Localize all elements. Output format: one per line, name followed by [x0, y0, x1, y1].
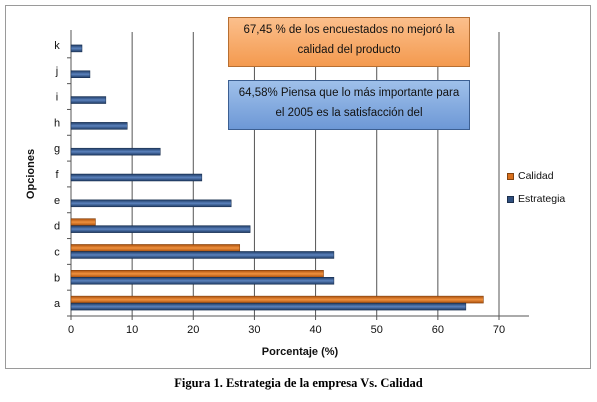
- x-tick-label: 60: [432, 324, 444, 336]
- legend-item-estrategia: Estrategia: [507, 193, 565, 205]
- bar-estrategia-d: [70, 225, 251, 233]
- x-tick-label: 40: [309, 324, 321, 336]
- x-axis-title: Porcentaje (%): [262, 346, 339, 358]
- bar-calidad-a: [70, 295, 484, 304]
- x-tick-label: 70: [493, 324, 505, 336]
- bar-estrategia-g: [70, 147, 161, 156]
- bar-calidad-c: [70, 244, 241, 252]
- legend-label-calidad: Calidad: [518, 170, 554, 182]
- y-tick-label-h: h: [54, 117, 60, 129]
- figure-caption: Figura 1. Estrategia de la empresa Vs. C…: [174, 376, 423, 390]
- bar-calidad-b: [70, 270, 324, 278]
- annotation-estrategia: 64,58% Piensa que lo más importante para…: [228, 80, 470, 130]
- bar-estrategia-b: [70, 277, 335, 285]
- bar-estrategia-e: [70, 199, 232, 208]
- y-axis-title: Opciones: [25, 149, 37, 199]
- bar-estrategia-f: [70, 173, 203, 182]
- y-tick-label-j: j: [55, 66, 58, 78]
- bar-estrategia-i: [70, 96, 107, 104]
- legend-item-calidad: Calidad: [507, 170, 554, 182]
- bar-estrategia-a: [70, 302, 467, 311]
- x-tick-label: 0: [68, 324, 74, 336]
- y-tick-label-b: b: [54, 272, 60, 284]
- y-tick-label-g: g: [54, 143, 60, 155]
- y-tick-label-f: f: [55, 169, 59, 181]
- bar-estrategia-h: [70, 122, 128, 130]
- bar-estrategia-k: [70, 44, 83, 53]
- x-tick-label: 30: [248, 324, 260, 336]
- bar-estrategia-j: [70, 70, 91, 78]
- x-tick-label: 50: [371, 324, 383, 336]
- legend-label-estrategia: Estrategia: [518, 193, 566, 205]
- y-tick-label-e: e: [54, 195, 60, 207]
- y-tick-label-d: d: [54, 221, 60, 233]
- x-tick-label: 10: [126, 324, 138, 336]
- x-tick-label: 20: [187, 324, 199, 336]
- y-tick-label-c: c: [54, 246, 60, 258]
- bar-estrategia-c: [70, 251, 335, 259]
- y-tick-label-k: k: [54, 40, 60, 52]
- legend-swatch-calidad: [507, 172, 514, 180]
- annotation-calidad: 67,45 % de los encuestados no mejoró la …: [228, 17, 470, 67]
- bar-calidad-d: [70, 218, 96, 226]
- y-tick-label-a: a: [54, 298, 61, 310]
- legend-swatch-estrategia: [507, 195, 514, 203]
- y-tick-label-i: i: [56, 92, 58, 104]
